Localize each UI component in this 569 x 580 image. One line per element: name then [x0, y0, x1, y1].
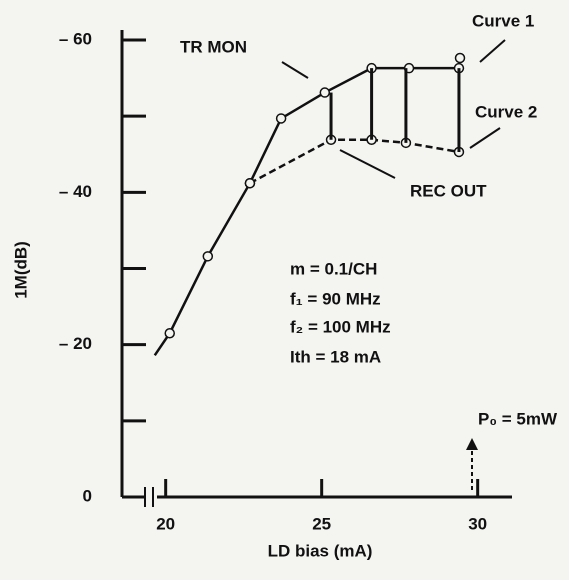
pointer — [339, 149, 396, 179]
x-tick-label: 30 — [468, 514, 487, 533]
annotation: TR MON — [180, 37, 247, 56]
x-tick-label: 25 — [312, 514, 331, 533]
annotation: P₀ = 5mW — [478, 409, 558, 428]
x-axis-label: LD bias (mA) — [268, 541, 373, 560]
annotation: f₁ = 90 MHz — [290, 289, 381, 308]
y-tick-label: 0 — [83, 486, 92, 505]
data-point — [275, 113, 287, 124]
y-tick-label: – 60 — [59, 29, 92, 48]
annotation: REC OUT — [410, 181, 487, 200]
arrow-head — [466, 438, 478, 450]
annotation: m = 0.1/CH — [290, 259, 377, 278]
legend-label: Curve 2 — [475, 102, 537, 121]
y-axis-label: 1M(dB) — [11, 241, 30, 299]
pointer — [281, 61, 309, 79]
data-point — [319, 87, 331, 98]
annotation: f₂ = 100 MHz — [290, 317, 391, 336]
data-point — [164, 327, 175, 339]
y-tick-label: – 20 — [59, 334, 92, 353]
legend-marker — [454, 52, 466, 64]
x-tick-label: 20 — [156, 514, 175, 533]
data-point — [202, 251, 214, 262]
data-point — [244, 177, 256, 189]
legend-label: Curve 1 — [472, 11, 534, 30]
legend-arrow — [469, 127, 501, 149]
annotation: Ith = 18 mA — [290, 347, 381, 366]
y-tick-label: – 40 — [59, 182, 92, 201]
legend-arrow — [479, 39, 506, 63]
